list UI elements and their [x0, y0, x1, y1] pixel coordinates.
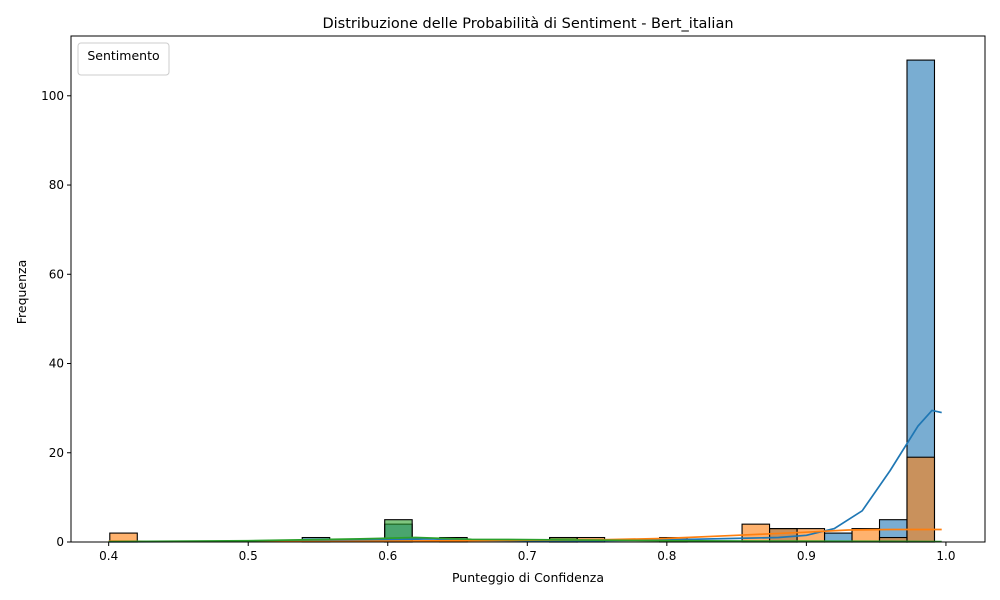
kde-line: [108, 536, 942, 543]
y-axis-label: Frequenza: [14, 260, 29, 325]
x-tick-label: 0.6: [378, 549, 397, 563]
y-tick-label: 20: [49, 446, 64, 460]
histogram-bar: [906, 456, 936, 543]
x-tick-label: 0.8: [657, 549, 676, 563]
histogram-bar: [741, 523, 771, 543]
histogram-bar: [768, 528, 798, 543]
legend-box: [77, 42, 170, 76]
y-tick-label: 40: [49, 357, 64, 371]
x-tick-label: 1.0: [936, 549, 955, 563]
y-tick-label: 0: [56, 535, 64, 549]
x-tick-label: 0.4: [99, 549, 118, 563]
kde-line: [108, 409, 942, 543]
x-axis-label: Punteggio di Confidenza: [452, 570, 604, 585]
plot-area: 0.4 0.5 0.6 0.7 0.8 0.9 1.0 0 20 40 60 80 100: [41, 35, 986, 563]
y-tick-label: 100: [41, 89, 64, 103]
x-tick-label: 0.9: [797, 549, 816, 563]
y-tick-label: 60: [49, 267, 64, 281]
x-tick-label: 0.5: [239, 549, 258, 563]
x-tick-label: 0.7: [518, 549, 537, 563]
chart-title: Distribuzione delle Probabilità di Senti…: [322, 16, 733, 32]
axes-frame: [70, 35, 986, 543]
y-tick-label: 80: [49, 178, 64, 192]
legend: Sentimento: [77, 42, 170, 76]
legend-title: Sentimento: [87, 48, 159, 63]
